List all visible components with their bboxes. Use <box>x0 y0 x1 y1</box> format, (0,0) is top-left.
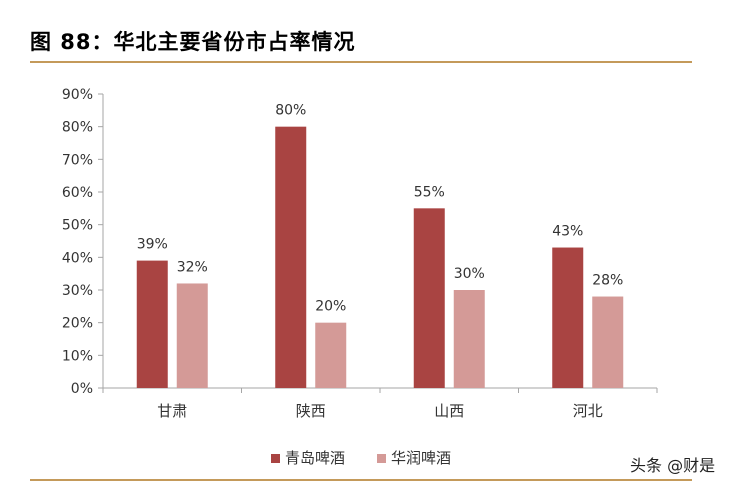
bar-series2-0 <box>176 283 208 388</box>
legend-swatch-2 <box>377 454 386 463</box>
bar-series1-3 <box>552 247 584 388</box>
top-rule <box>30 61 692 63</box>
y-tick-label: 10% <box>62 348 93 364</box>
data-label: 55% <box>414 184 445 200</box>
bar-series1-1 <box>275 126 307 389</box>
y-tick-label: 80% <box>62 120 93 136</box>
y-tick-label: 90% <box>62 87 93 103</box>
data-label: 80% <box>275 103 306 119</box>
x-tick-label: 河北 <box>573 402 603 420</box>
x-tick-label: 甘肃 <box>157 402 187 420</box>
bottom-rule <box>30 479 692 481</box>
data-label: 43% <box>552 224 583 240</box>
data-label: 20% <box>315 299 346 315</box>
y-tick-label: 20% <box>62 316 93 332</box>
y-tick-label: 60% <box>62 185 93 201</box>
y-tick-label: 0% <box>71 381 93 397</box>
legend-swatch-1 <box>271 454 280 463</box>
bar-series2-3 <box>592 296 624 388</box>
bar-series1-0 <box>136 260 168 388</box>
bar-series1-2 <box>413 208 445 388</box>
y-tick-label: 50% <box>62 218 93 234</box>
legend-label-1: 青岛啤酒 <box>285 449 345 467</box>
bar-series2-1 <box>315 322 347 388</box>
chart-title: 图 88：华北主要省份市占率情况 <box>30 30 356 54</box>
legend-label-2: 华润啤酒 <box>391 449 451 467</box>
y-tick-label: 30% <box>62 283 93 299</box>
y-tick-label: 70% <box>62 152 93 168</box>
data-label: 30% <box>454 266 485 282</box>
data-label: 28% <box>592 273 623 289</box>
x-tick-label: 陕西 <box>296 402 326 420</box>
x-tick-label: 山西 <box>434 402 464 420</box>
y-tick-label: 40% <box>62 250 93 266</box>
data-label: 39% <box>137 237 168 253</box>
watermark: 头条 @财是 <box>630 456 716 475</box>
data-label: 32% <box>177 259 208 275</box>
bar-series2-2 <box>453 290 485 388</box>
